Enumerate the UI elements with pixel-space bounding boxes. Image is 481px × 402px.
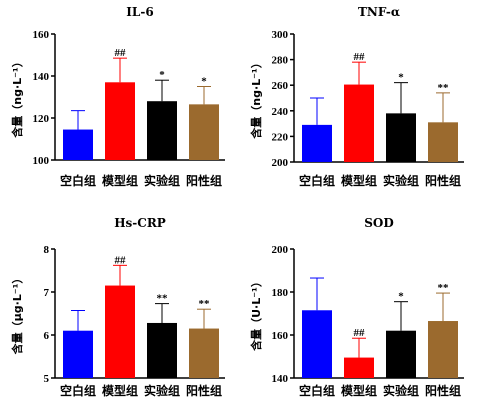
bar bbox=[147, 101, 177, 160]
x-tick-label: 阳性组 bbox=[425, 383, 461, 398]
bar bbox=[386, 113, 416, 162]
chart-title: Hs-CRP bbox=[114, 216, 166, 230]
significance-label: ** bbox=[157, 293, 169, 305]
x-tick-label: 阳性组 bbox=[186, 383, 222, 398]
x-tick-label: 空白组 bbox=[60, 383, 96, 398]
significance-label: * bbox=[398, 72, 404, 84]
y-axis-label: 含量（ng·L⁻¹） bbox=[10, 56, 24, 139]
y-tick-label: 140 bbox=[272, 373, 289, 385]
bar bbox=[105, 82, 135, 160]
y-tick-label: 160 bbox=[33, 29, 50, 41]
chart-tnf-alpha-svg: TNF-α 含量（ng·L⁻¹） 200 220 240 260 280 300 空白组 ## 模型… bbox=[249, 5, 464, 188]
significance-label: ** bbox=[199, 298, 211, 310]
bar bbox=[302, 124, 332, 162]
chart-title: IL-6 bbox=[126, 5, 153, 19]
y-tick-label: 160 bbox=[272, 330, 289, 342]
significance-label: * bbox=[201, 76, 207, 88]
x-tick-label: 空白组 bbox=[299, 173, 335, 188]
bar bbox=[63, 129, 93, 160]
bar bbox=[428, 122, 458, 162]
bar bbox=[105, 285, 135, 378]
x-tick-label: 空白组 bbox=[299, 383, 335, 398]
y-tick-label: 180 bbox=[272, 287, 289, 299]
significance-label: ** bbox=[438, 82, 450, 94]
x-tick-label: 实验组 bbox=[144, 173, 180, 188]
y-tick-label: 280 bbox=[272, 55, 289, 67]
x-tick-label: 实验组 bbox=[383, 173, 419, 188]
significance-label: * bbox=[398, 291, 404, 303]
y-axis-label: 含量（U·L⁻¹） bbox=[249, 276, 263, 352]
y-axis-label: 含量（ng·L⁻¹） bbox=[249, 57, 263, 140]
x-tick-label: 模型组 bbox=[102, 383, 138, 398]
bar bbox=[63, 330, 93, 378]
chart-il6: IL-6 含量（ng·L⁻¹） 100 120 140 160 空白组 ## 模型组 * 实验组 * 阳… bbox=[0, 0, 240, 201]
bar bbox=[344, 357, 374, 378]
chart-hs-crp-svg: Hs-CRP 含量（μg·L⁻¹） 5 6 7 8 空白组 ## 模型组 ** 实验组 ** 阳性组 bbox=[10, 216, 225, 398]
y-tick-label: 8 bbox=[44, 244, 50, 256]
significance-label: ## bbox=[354, 51, 366, 63]
bar bbox=[386, 330, 416, 378]
y-tick-label: 120 bbox=[33, 113, 50, 125]
chart-sod-svg: SOD 含量（U·L⁻¹） 140 160 180 200 空白组 ## 模型组 * 实验组 ** 阳性… bbox=[249, 216, 464, 398]
x-tick-label: 空白组 bbox=[60, 173, 96, 188]
x-tick-label: 阳性组 bbox=[186, 173, 222, 188]
y-tick-label: 7 bbox=[44, 287, 50, 299]
y-tick-label: 200 bbox=[272, 157, 289, 169]
x-tick-label: 模型组 bbox=[102, 173, 138, 188]
chart-hs-crp: Hs-CRP 含量（μg·L⁻¹） 5 6 7 8 空白组 ## 模型组 ** 实验组 ** 阳性组 bbox=[0, 211, 240, 402]
y-tick-label: 140 bbox=[33, 71, 50, 83]
chart-sod: SOD 含量（U·L⁻¹） 140 160 180 200 空白组 ## 模型组 * 实验组 ** 阳性… bbox=[240, 211, 481, 402]
y-tick-label: 6 bbox=[44, 330, 50, 342]
y-tick-label: 260 bbox=[272, 80, 289, 92]
chart-il6-svg: IL-6 含量（ng·L⁻¹） 100 120 140 160 空白组 ## 模型组 * 实验组 * 阳… bbox=[10, 5, 225, 188]
bar bbox=[344, 84, 374, 162]
chart-title: TNF-α bbox=[358, 5, 400, 19]
y-axis-label: 含量（μg·L⁻¹） bbox=[10, 273, 24, 356]
bar bbox=[189, 104, 219, 160]
bar bbox=[302, 310, 332, 378]
bar bbox=[147, 322, 177, 378]
significance-label: * bbox=[159, 69, 165, 81]
x-tick-label: 阳性组 bbox=[425, 173, 461, 188]
x-tick-label: 实验组 bbox=[383, 383, 419, 398]
x-tick-label: 实验组 bbox=[144, 383, 180, 398]
y-tick-label: 200 bbox=[272, 244, 289, 256]
bar bbox=[428, 321, 458, 378]
y-tick-label: 300 bbox=[272, 29, 289, 41]
x-tick-label: 模型组 bbox=[341, 173, 377, 188]
y-tick-label: 220 bbox=[272, 131, 289, 143]
significance-label: ## bbox=[354, 327, 366, 339]
significance-label: ** bbox=[438, 282, 450, 294]
chart-tnf-alpha: TNF-α 含量（ng·L⁻¹） 200 220 240 260 280 300 空白组 ## 模型… bbox=[240, 0, 481, 201]
chart-title: SOD bbox=[364, 216, 394, 230]
x-tick-label: 模型组 bbox=[341, 383, 377, 398]
y-tick-label: 240 bbox=[272, 106, 289, 118]
significance-label: ## bbox=[115, 47, 127, 59]
bar bbox=[189, 328, 219, 378]
y-tick-label: 100 bbox=[33, 155, 50, 167]
y-tick-label: 5 bbox=[44, 373, 50, 385]
significance-label: ## bbox=[115, 254, 127, 266]
